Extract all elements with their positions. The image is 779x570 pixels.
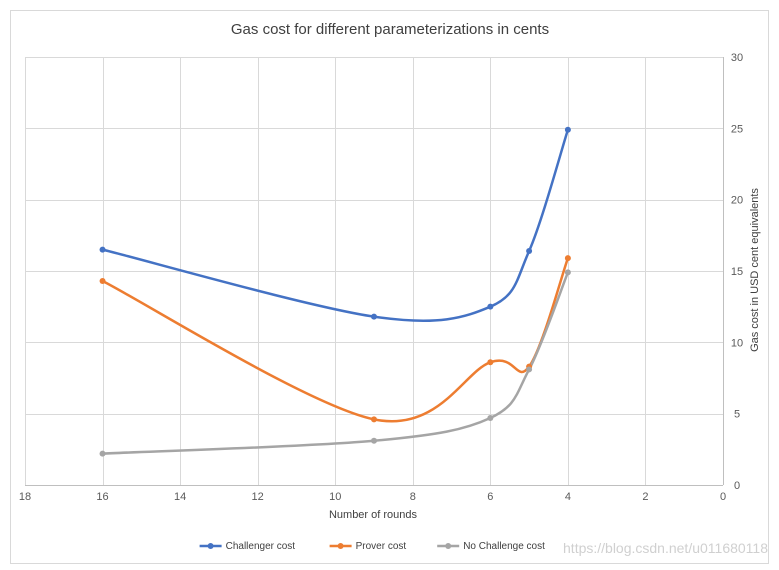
grid-layer <box>25 57 724 486</box>
data-point-no-challenge-cost <box>487 414 494 421</box>
x-tick-label: 16 <box>96 491 108 503</box>
data-point-prover-cost <box>371 416 377 423</box>
chart-frame <box>10 10 769 564</box>
data-point-no-challenge-cost <box>526 366 533 373</box>
legend-label: Prover cost <box>356 541 407 552</box>
data-point-challenger-cost <box>371 313 377 320</box>
legend-item-challenger-cost: Challenger cost <box>199 541 296 552</box>
data-point-challenger-cost <box>487 303 494 310</box>
legend-label: Challenger cost <box>226 541 296 552</box>
data-point-prover-cost <box>564 255 571 262</box>
x-tick-label: 12 <box>252 491 264 503</box>
x-tick-label: 8 <box>410 491 416 503</box>
chart-title: Gas cost for different parameterizations… <box>231 21 549 38</box>
y-tick-label: 20 <box>731 195 743 207</box>
series-line-challenger-cost <box>101 128 570 322</box>
x-tick-label: 10 <box>329 491 341 503</box>
y-tick-label: 10 <box>731 337 743 349</box>
y-tick-label: 30 <box>731 52 743 64</box>
x-tick-label: 14 <box>174 491 186 503</box>
legend-item-prover-cost: Prover cost <box>329 541 407 552</box>
y-tick-label: 15 <box>731 266 743 278</box>
x-tick-label: 0 <box>720 491 726 503</box>
y-tick-label: 5 <box>734 409 740 421</box>
legend-label: No Challenge cost <box>463 541 545 552</box>
x-axis-title: Number of rounds <box>329 509 418 521</box>
x-tick-label: 6 <box>487 491 493 503</box>
data-point-challenger-cost <box>99 246 106 253</box>
series-layer <box>101 128 570 455</box>
watermark: https://blog.csdn.net/u011680118 <box>563 540 768 556</box>
point-layer <box>99 126 571 457</box>
series-line-no-challenge-cost <box>101 271 570 455</box>
legend-item-no-challenge-cost: No Challenge cost <box>437 541 545 552</box>
y-axis-title: Gas cost in USD cent equivalents <box>749 188 761 352</box>
y-tick-label: 0 <box>734 480 740 492</box>
data-point-prover-cost <box>99 277 106 284</box>
data-point-prover-cost <box>487 359 494 366</box>
x-tick-label: 18 <box>19 491 31 503</box>
y-tick-label: 25 <box>731 123 743 135</box>
data-point-no-challenge-cost <box>99 450 106 457</box>
data-point-no-challenge-cost <box>564 269 571 276</box>
legend: Challenger cost Prover cost No Challenge c… <box>199 541 545 552</box>
legend-swatch-marker <box>445 543 452 549</box>
data-point-challenger-cost <box>564 126 571 133</box>
data-point-no-challenge-cost <box>371 437 377 444</box>
x-tick-label: 4 <box>565 491 571 503</box>
legend-swatch-marker <box>337 543 344 549</box>
data-point-challenger-cost <box>526 248 533 255</box>
x-tick-label: 2 <box>642 491 648 503</box>
legend-swatch-marker <box>207 543 214 549</box>
